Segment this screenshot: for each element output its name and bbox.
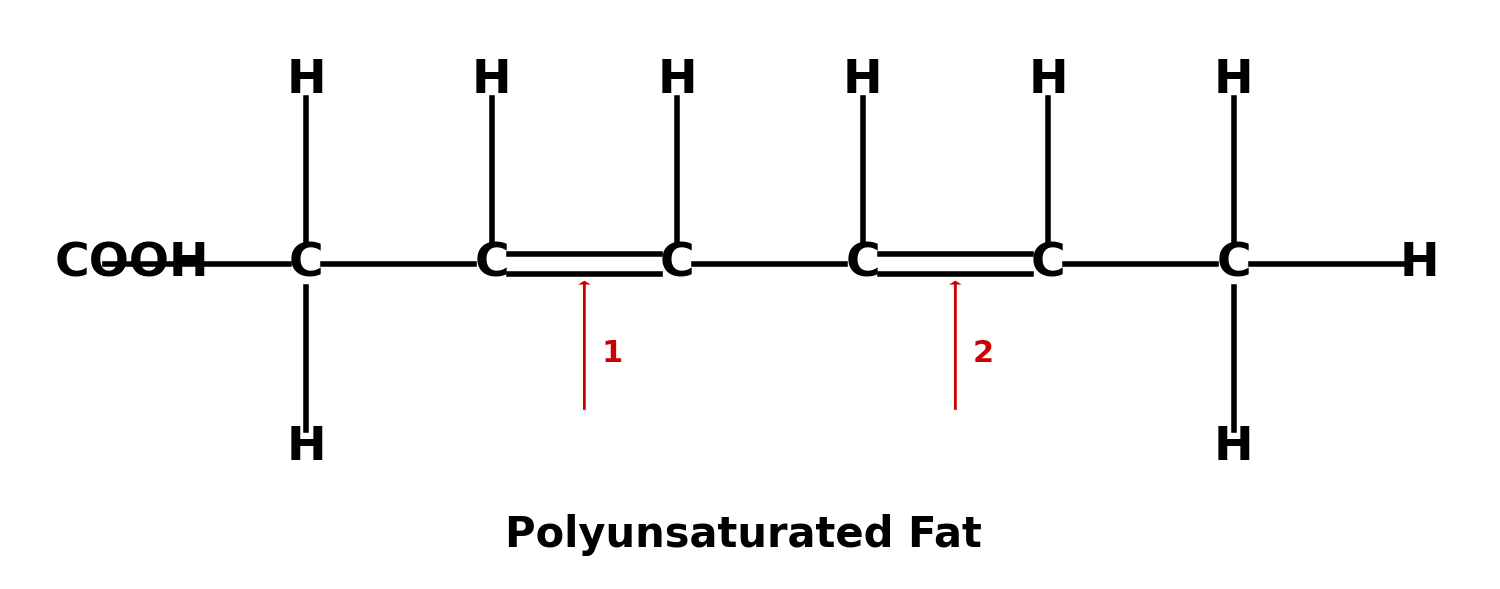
Text: Polyunsaturated Fat: Polyunsaturated Fat: [506, 514, 982, 556]
Text: H: H: [843, 58, 882, 102]
Text: H: H: [1214, 425, 1254, 470]
Text: C: C: [660, 241, 694, 286]
Text: C: C: [1030, 241, 1065, 286]
Text: H: H: [286, 425, 326, 470]
Text: H: H: [1214, 58, 1254, 102]
Text: 1: 1: [602, 339, 622, 369]
Text: H: H: [1400, 241, 1438, 286]
Text: C: C: [474, 241, 508, 286]
Text: H: H: [657, 58, 698, 102]
Text: C: C: [844, 241, 880, 286]
Text: COOH: COOH: [54, 241, 208, 286]
Text: H: H: [472, 58, 512, 102]
Text: C: C: [290, 241, 324, 286]
Text: H: H: [1029, 58, 1068, 102]
Text: 2: 2: [972, 339, 993, 369]
Text: C: C: [1216, 241, 1251, 286]
Text: H: H: [286, 58, 326, 102]
